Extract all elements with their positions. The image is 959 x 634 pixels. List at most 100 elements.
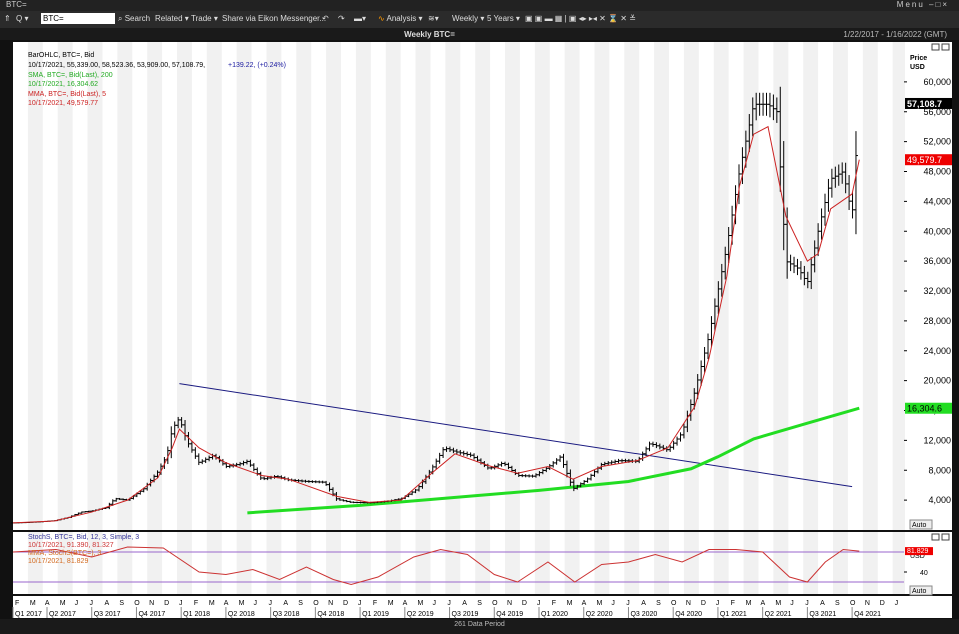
month-band	[415, 532, 431, 594]
lock-icon[interactable]: ⇑	[4, 14, 11, 23]
folder-icon[interactable]: ▬▾	[354, 14, 367, 23]
month-tick-label: O	[313, 600, 319, 607]
quarter-tick-label: Q4 2021	[854, 611, 881, 618]
scale-auto-button[interactable]	[909, 585, 933, 596]
price-tick-label: 36,000	[923, 256, 951, 266]
legend-line: BarOHLC, BTC=, Bid	[28, 52, 94, 59]
period-select[interactable]: 5 Years ▾	[487, 14, 520, 23]
month-band	[713, 42, 729, 530]
share-button[interactable]: Share via Eikon Messenger...	[222, 14, 327, 23]
month-tick-label: J	[626, 600, 630, 607]
quarter-tick-label: Q4 2017	[138, 611, 165, 618]
month-tick-label: A	[104, 600, 109, 607]
month-band	[117, 42, 133, 530]
ohlc-bar[interactable]	[853, 131, 858, 235]
scale-auto-label: Auto	[912, 522, 927, 529]
chart-type-icon[interactable]: ▣ ▣ ▬ ▦ | ▣ ◂▸ ▸◂ ✕ ⌛ ✕ ≚	[525, 14, 636, 23]
month-band	[505, 42, 520, 530]
quarter-tick-label: Q2 2017	[49, 611, 76, 618]
month-tick-label: N	[865, 600, 870, 607]
sma-line[interactable]	[247, 406, 860, 515]
stoch-line[interactable]	[12, 546, 860, 586]
trendline[interactable]	[179, 383, 853, 488]
search-small-icon[interactable]: Q ▾	[16, 14, 29, 23]
scale-auto-button[interactable]	[909, 519, 933, 530]
quarter-tick-label: Q2 2020	[586, 611, 613, 618]
month-band	[296, 532, 312, 594]
legend-line: 10/17/2021, 91.390, 81.327	[28, 542, 114, 549]
stoch-axis-panel	[905, 532, 952, 594]
ric-input[interactable]	[41, 13, 115, 24]
close-icon[interactable]: ×	[942, 0, 949, 9]
interval-select[interactable]: Weekly ▾	[452, 14, 485, 23]
price-tick-label: 20,000	[923, 376, 951, 386]
maximize-icon[interactable]: □	[935, 0, 943, 9]
month-tick-label: M	[30, 600, 36, 607]
analysis-button[interactable]: ∿ Analysis ▾	[378, 14, 423, 23]
panel-restore-icon[interactable]	[931, 43, 940, 51]
legend-line: SMA, BTC=, Bid(Last), 200	[28, 72, 113, 79]
month-tick-label: D	[880, 600, 885, 607]
month-tick-label: J	[537, 600, 541, 607]
related-button[interactable]: Related ▾	[155, 14, 189, 23]
month-band	[862, 42, 878, 530]
redo-icon[interactable]: ↷	[338, 14, 345, 23]
month-tick-label: J	[716, 600, 720, 607]
month-band	[803, 532, 819, 594]
mma-last-badge: 49,579.7	[905, 154, 952, 166]
mma-line[interactable]	[12, 125, 860, 524]
quarter-tick-label: Q1 2018	[183, 611, 210, 618]
month-tick-label: N	[686, 600, 691, 607]
price-tick-label: 56,000	[923, 107, 951, 117]
price-legend: BarOHLC, BTC=, Bid 10/17/2021, 55,339.00…	[28, 52, 286, 107]
mma-layer	[12, 125, 860, 524]
month-band	[177, 532, 192, 594]
window-menu[interactable]: Menu –□×	[897, 0, 949, 9]
month-band	[355, 42, 371, 530]
price-tick-label: 8,000	[928, 465, 951, 475]
month-band	[445, 42, 461, 530]
chart-area[interactable]: 4,0008,00012,00016,00020,00024,00028,000…	[0, 40, 959, 619]
month-band	[534, 42, 550, 530]
undo-icon[interactable]: ↶	[322, 14, 329, 23]
month-tick-label: A	[760, 600, 765, 607]
month-band	[534, 532, 550, 594]
legend-line: 10/17/2021, 16,304.62	[28, 81, 98, 88]
quarter-tick-label: Q1 2020	[541, 611, 568, 618]
search-button[interactable]: ⌕ Search	[118, 14, 151, 23]
panel-restore-icon[interactable]	[931, 533, 940, 541]
month-tick-label: S	[119, 600, 124, 607]
month-band	[892, 42, 908, 530]
month-band	[236, 532, 252, 594]
month-tick-label: M	[388, 600, 394, 607]
month-tick-label: D	[701, 600, 706, 607]
price-tick-label: 52,000	[923, 137, 951, 147]
month-tick-label: J	[75, 600, 79, 607]
month-band	[594, 42, 610, 530]
month-band	[892, 532, 908, 594]
month-tick-label: J	[790, 600, 794, 607]
month-band	[862, 532, 878, 594]
title-bar: BTC= Menu –□×	[0, 0, 959, 11]
month-tick-label: J	[358, 600, 362, 607]
panel-close-icon[interactable]	[941, 43, 950, 51]
menu-label[interactable]: Menu	[896, 0, 925, 9]
month-tick-label: A	[582, 600, 587, 607]
month-tick-label: M	[209, 600, 215, 607]
panel-close-icon[interactable]	[941, 533, 950, 541]
month-band	[505, 532, 520, 594]
month-tick-label: O	[671, 600, 677, 607]
last-price-value: 57,108.7	[907, 99, 942, 109]
month-tick-label: A	[820, 600, 825, 607]
wave-icon[interactable]: ≋▾	[428, 14, 439, 23]
month-tick-label: A	[641, 600, 646, 607]
month-band	[87, 42, 103, 530]
trade-button[interactable]: Trade ▾	[191, 14, 218, 23]
time-axis-panel	[13, 596, 952, 618]
month-band	[326, 532, 342, 594]
search-icon: ⌕	[118, 14, 123, 23]
minimize-icon[interactable]: –	[929, 0, 936, 9]
month-band	[564, 42, 580, 530]
price-tick-label: 60,000	[923, 77, 951, 87]
